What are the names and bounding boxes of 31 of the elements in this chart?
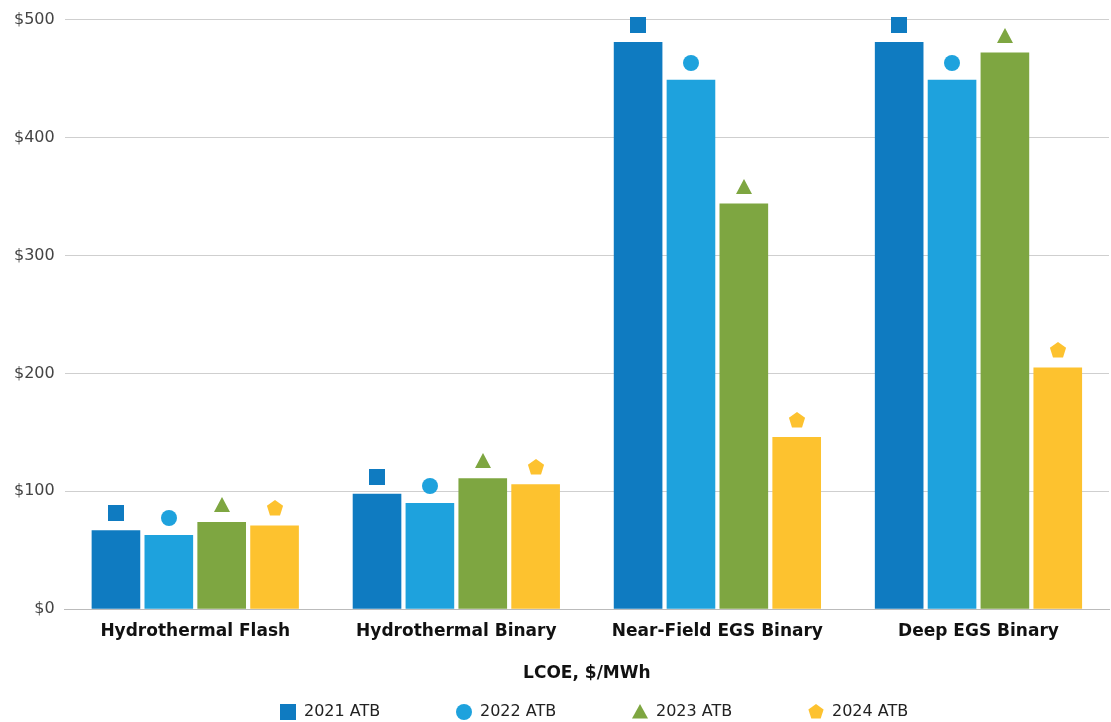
bar <box>927 79 977 609</box>
legend-label: 2024 ATB <box>832 701 909 721</box>
bar <box>458 478 508 609</box>
y-tick-label: $200 <box>14 362 55 382</box>
bar <box>874 42 924 609</box>
bar <box>719 203 769 609</box>
legend-label: 2023 ATB <box>656 701 733 721</box>
bar <box>352 493 402 609</box>
y-tick-label: $100 <box>14 480 55 500</box>
bar <box>197 521 247 609</box>
bar <box>511 484 560 609</box>
bar <box>144 534 194 609</box>
y-tick-label: $500 <box>14 8 55 28</box>
bar <box>1033 367 1083 609</box>
x-tick-label: Hydrothermal Flash <box>100 619 291 640</box>
bar <box>613 42 663 609</box>
legend-label: 2021 ATB <box>304 701 381 721</box>
bar <box>405 503 455 609</box>
bar <box>666 79 716 609</box>
legend-label: 2022 ATB <box>480 701 557 721</box>
x-tick-label: Hydrothermal Binary <box>356 619 557 640</box>
bar <box>772 437 822 609</box>
bar <box>91 530 141 609</box>
y-tick-label: $0 <box>34 598 55 618</box>
y-tick-label: $300 <box>14 244 55 264</box>
x-tick-label: Near-Field EGS Binary <box>611 619 823 640</box>
bar <box>250 525 299 609</box>
y-tick-label: $400 <box>14 126 55 146</box>
x-tick-label: Deep EGS Binary <box>898 619 1059 640</box>
x-axis-title: LCOE, $/MWh <box>523 662 651 683</box>
bar <box>980 52 1030 609</box>
